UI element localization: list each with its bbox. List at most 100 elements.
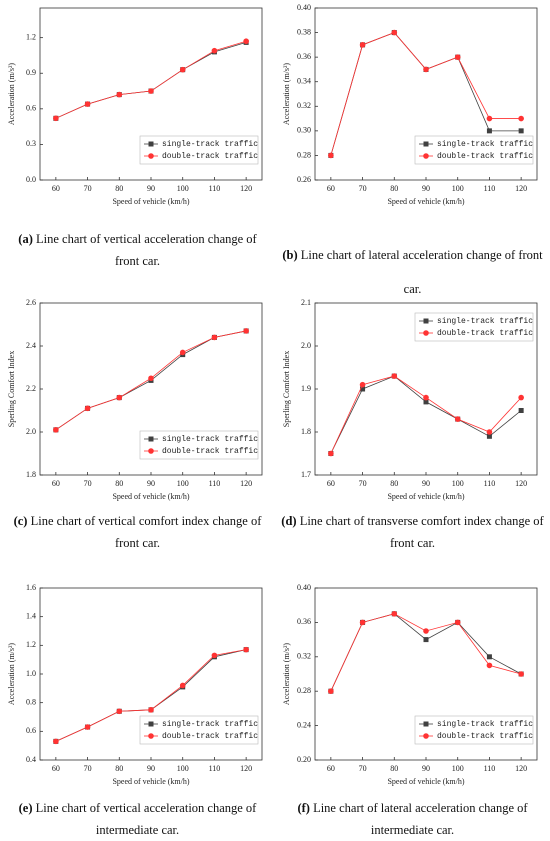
y-tick-label: 0.9 — [26, 68, 36, 77]
y-tick-label: 0.38 — [297, 27, 311, 36]
x-tick-label: 100 — [452, 764, 464, 773]
legend-label: single-track traffic — [162, 435, 258, 444]
x-tick-label: 100 — [452, 479, 464, 488]
x-tick-label: 60 — [327, 764, 335, 773]
legend-label: single-track traffic — [437, 317, 533, 326]
caption: (b) Line chart of lateral acceleration c… — [280, 238, 545, 306]
x-tick-label: 120 — [515, 479, 527, 488]
y-tick-label: 0.3 — [26, 139, 36, 148]
x-axis-label: Speed of vehicle (km/h) — [112, 492, 189, 501]
legend-marker — [148, 153, 154, 159]
legend-marker — [423, 153, 429, 159]
y-tick-label: 2.4 — [26, 341, 36, 350]
legend-box — [414, 312, 534, 342]
caption-label: (d) — [281, 514, 297, 528]
y-tick-label: 0.8 — [26, 697, 36, 706]
y-tick-label: 1.9 — [301, 384, 311, 393]
caption-label: (b) — [282, 248, 298, 262]
legend-marker — [148, 448, 154, 454]
legend-label: double-track traffic — [162, 152, 258, 161]
data-point — [486, 115, 493, 122]
legend-label: single-track traffic — [437, 720, 533, 729]
x-tick-label: 110 — [209, 764, 221, 773]
x-tick-label: 110 — [209, 184, 221, 193]
caption-label: (f) — [297, 801, 310, 815]
series-line — [330, 375, 522, 454]
y-tick-label: 1.0 — [26, 669, 36, 678]
data-point — [518, 408, 524, 413]
legend-marker — [423, 733, 429, 739]
chart: 0.4 0.6 0.8 1.0 1.2 1.4 1.6 60 70 80 90 100 110 120 Sp… — [7, 583, 263, 786]
caption: (a) Line chart of vertical acceleration … — [5, 228, 270, 272]
caption: (e) Line chart of vertical acceleration … — [5, 797, 270, 841]
y-tick-label: 1.2 — [26, 640, 36, 649]
data-point — [53, 115, 59, 122]
legend-marker — [423, 318, 429, 324]
data-point — [391, 611, 398, 617]
data-point — [518, 671, 524, 677]
x-tick-label: 120 — [515, 764, 527, 773]
y-axis-label: Acceleration (m/s²) — [7, 643, 16, 705]
legend-marker — [148, 436, 154, 442]
x-tick-label: 90 — [147, 764, 155, 773]
x-tick-label: 70 — [359, 184, 367, 193]
y-tick-label: 2.1 — [301, 298, 311, 307]
data-point — [423, 66, 429, 73]
y-axis-label: Sperling Comfort Index — [7, 351, 16, 427]
x-tick-label: 120 — [240, 764, 252, 773]
legend-marker — [148, 733, 154, 739]
y-tick-label: 0.4 — [26, 755, 36, 764]
data-point — [84, 101, 91, 107]
data-point — [148, 88, 154, 94]
y-tick-label: 0.40 — [297, 3, 311, 12]
caption-label: (a) — [18, 232, 33, 246]
data-point — [243, 328, 249, 334]
series-line — [55, 42, 247, 119]
y-tick-label: 1.8 — [26, 470, 36, 479]
data-point — [211, 47, 218, 54]
data-point — [423, 628, 429, 634]
y-axis-label: Acceleration (m/s²) — [282, 63, 291, 125]
y-tick-label: 0.32 — [297, 101, 311, 110]
legend-marker — [148, 721, 154, 727]
legend-label: double-track traffic — [162, 447, 258, 456]
y-tick-label: 2.0 — [301, 341, 311, 350]
y-tick-label: 0.34 — [297, 77, 311, 86]
y-tick-label: 0.28 — [297, 686, 311, 695]
data-point — [454, 54, 461, 60]
data-point — [179, 682, 186, 689]
data-point — [359, 42, 366, 48]
y-tick-label: 0.32 — [297, 652, 311, 661]
x-tick-label: 60 — [327, 184, 335, 193]
data-point — [53, 427, 59, 433]
legend-box — [414, 135, 534, 165]
y-tick-label: 1.7 — [301, 470, 311, 479]
data-point — [116, 708, 123, 715]
data-point — [454, 619, 461, 626]
caption-label: (c) — [13, 514, 28, 528]
series-line — [330, 613, 522, 692]
chart: 0.0 0.3 0.6 0.9 1.2 60 70 80 90 100 110 120 Speed of… — [7, 7, 263, 206]
x-tick-label: 60 — [327, 479, 335, 488]
x-tick-label: 80 — [390, 764, 398, 773]
caption-text: Line chart of transverse comfort index c… — [299, 514, 544, 550]
x-tick-label: 90 — [422, 479, 430, 488]
x-axis-label: Speed of vehicle (km/h) — [112, 777, 189, 786]
x-tick-label: 100 — [177, 764, 189, 773]
y-tick-label: 2.6 — [26, 298, 36, 307]
data-point — [179, 66, 186, 73]
data-point — [486, 128, 492, 134]
legend-box — [139, 430, 259, 460]
x-tick-label: 80 — [115, 764, 123, 773]
x-tick-label: 90 — [147, 184, 155, 193]
y-tick-label: 0.36 — [297, 52, 311, 61]
data-point — [211, 652, 218, 659]
x-tick-label: 110 — [484, 479, 496, 488]
chart: 0.20 0.24 0.28 0.32 0.36 0.40 60 70 80 90 100 110 12… — [282, 583, 538, 786]
x-tick-label: 80 — [390, 479, 398, 488]
series-line — [55, 40, 247, 119]
x-tick-label: 90 — [422, 184, 430, 193]
x-tick-label: 120 — [240, 184, 252, 193]
y-tick-label: 0.20 — [297, 755, 311, 764]
